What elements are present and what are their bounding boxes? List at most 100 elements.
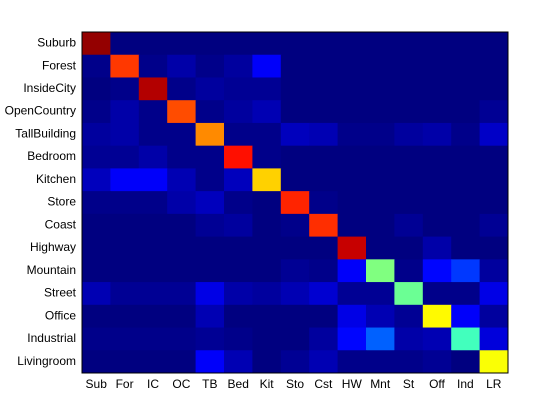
cell	[337, 350, 367, 374]
cell	[451, 282, 481, 306]
cell	[195, 350, 225, 374]
cell	[252, 327, 282, 351]
cell	[337, 122, 367, 147]
cell	[252, 77, 282, 101]
cell	[195, 122, 225, 147]
cell	[366, 122, 395, 147]
cell	[309, 122, 339, 147]
cell	[195, 100, 225, 124]
cell	[422, 327, 452, 351]
cell	[366, 350, 395, 374]
cell	[309, 236, 339, 260]
cell	[366, 259, 395, 283]
cell	[394, 236, 424, 260]
cell	[82, 236, 111, 260]
cell	[309, 259, 339, 283]
cell	[280, 304, 310, 329]
cell	[422, 350, 452, 374]
cell	[167, 32, 197, 56]
cell	[309, 145, 339, 169]
cell	[337, 145, 367, 169]
cell	[337, 304, 367, 329]
cell	[394, 145, 424, 169]
cell	[394, 54, 424, 78]
cell	[167, 77, 197, 101]
cell	[110, 191, 140, 215]
cell	[309, 213, 339, 238]
cell	[167, 191, 197, 215]
cell	[422, 77, 452, 101]
cell	[82, 54, 111, 78]
cell	[394, 122, 424, 147]
cell	[366, 304, 395, 329]
cell	[82, 350, 111, 374]
cell	[110, 282, 140, 306]
cell	[138, 282, 168, 306]
cell	[280, 54, 310, 78]
cell	[138, 327, 168, 351]
cell	[451, 259, 481, 283]
cell	[280, 350, 310, 374]
cell	[82, 259, 111, 283]
cell	[167, 327, 197, 351]
cell	[479, 145, 509, 169]
cell	[167, 122, 197, 147]
cell	[337, 236, 367, 260]
cell	[422, 100, 452, 124]
cell	[337, 327, 367, 351]
cell	[366, 191, 395, 215]
cell	[451, 236, 481, 260]
cell	[280, 282, 310, 306]
cell	[138, 304, 168, 329]
cell	[195, 304, 225, 329]
cell	[451, 327, 481, 351]
cell	[195, 259, 225, 283]
cell	[451, 122, 481, 147]
cell	[224, 327, 253, 351]
cell	[366, 168, 395, 192]
y-tick-label: Store	[47, 195, 76, 209]
cell	[280, 213, 310, 238]
x-tick-label: LR	[486, 377, 502, 391]
cell	[422, 122, 452, 147]
cell	[451, 54, 481, 78]
cell	[422, 54, 452, 78]
cell	[366, 213, 395, 238]
cell	[337, 54, 367, 78]
cell	[422, 191, 452, 215]
cell	[82, 191, 111, 215]
cell	[479, 54, 509, 78]
y-tick-label: Highway	[30, 240, 76, 254]
cell	[138, 122, 168, 147]
cell	[252, 213, 282, 238]
cell	[82, 282, 111, 306]
cell	[110, 145, 140, 169]
cell	[110, 54, 140, 78]
cell	[224, 304, 253, 329]
cell	[479, 122, 509, 147]
cell	[82, 327, 111, 351]
cell	[110, 77, 140, 101]
cell	[479, 168, 509, 192]
cell	[394, 282, 424, 306]
cell	[309, 54, 339, 78]
y-tick-label: Coast	[45, 217, 77, 231]
cell	[337, 100, 367, 124]
cell	[394, 100, 424, 124]
cell	[110, 168, 140, 192]
cell	[138, 32, 168, 56]
cell	[422, 213, 452, 238]
cell	[366, 77, 395, 101]
cell	[224, 213, 253, 238]
cell	[309, 282, 339, 306]
y-tick-label: InsideCity	[23, 81, 76, 95]
cell	[394, 327, 424, 351]
cell	[394, 259, 424, 283]
cell	[252, 304, 282, 329]
cell	[138, 100, 168, 124]
cell	[252, 259, 282, 283]
x-tick-label: Cst	[314, 377, 333, 391]
cell	[280, 122, 310, 147]
cell	[167, 145, 197, 169]
cell	[337, 77, 367, 101]
